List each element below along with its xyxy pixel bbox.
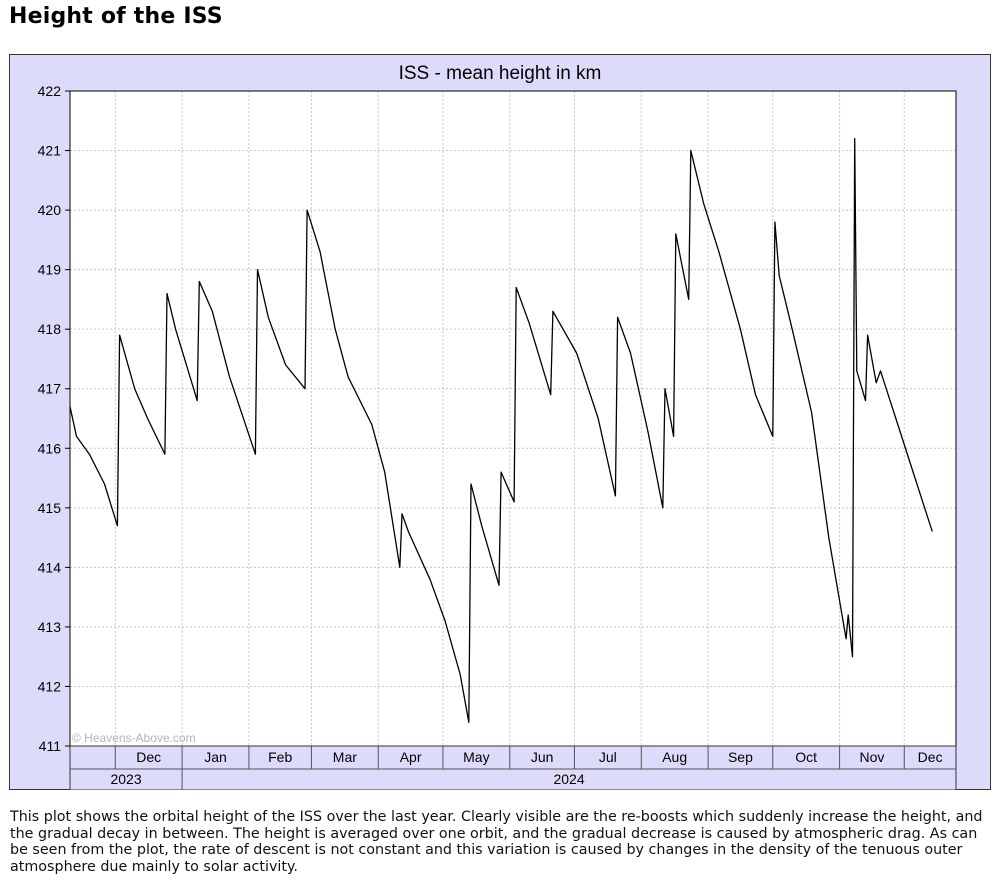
y-tick-label: 414 <box>38 559 62 575</box>
x-tick-label: Dec <box>136 749 161 765</box>
y-tick-label: 421 <box>38 143 62 159</box>
y-tick-label: 418 <box>38 321 62 337</box>
y-tick-label: 411 <box>39 738 62 754</box>
y-tick-label: 413 <box>38 619 62 635</box>
x-tick-label: Apr <box>400 749 422 765</box>
chart-svg: ISS - mean height in km © Heavens-Above.… <box>9 54 991 790</box>
x-tick-label: Nov <box>859 749 884 765</box>
year-label: 2024 <box>553 771 584 787</box>
year-label: 2023 <box>110 771 141 787</box>
x-tick-label: Aug <box>662 749 687 765</box>
series-layer <box>69 137 933 723</box>
grid-lines <box>70 91 956 746</box>
x-tick-label: Oct <box>795 749 817 765</box>
y-tick-label: 416 <box>38 440 62 456</box>
chart-title: ISS - mean height in km <box>399 63 602 84</box>
x-axis-band <box>69 745 957 790</box>
y-tick-label: 420 <box>38 202 62 218</box>
y-tick-label: 419 <box>38 262 62 278</box>
watermark: © Heavens-Above.com <box>72 731 196 745</box>
series-line <box>69 137 933 723</box>
x-axis: Dec Jan Feb Mar Apr May Jun Jul Aug Sep Oct Nov Dec 2… <box>69 745 957 790</box>
x-tick-label: Mar <box>333 749 357 765</box>
x-tick-label: Dec <box>918 749 943 765</box>
x-tick-label: Sep <box>728 749 753 765</box>
plot-area <box>70 91 956 746</box>
chart-frame: ISS - mean height in km © Heavens-Above.… <box>9 54 991 790</box>
y-axis: 411 412 413 414 415 416 417 418 419 420 421 422 <box>38 83 70 754</box>
chart-description: This plot shows the orbital height of th… <box>10 809 983 876</box>
y-tick-label: 412 <box>38 678 62 694</box>
page-title: Height of the ISS <box>9 4 223 29</box>
x-tick-label: Jul <box>599 749 617 765</box>
y-tick-label: 415 <box>38 500 62 516</box>
x-tick-label: May <box>463 749 489 765</box>
x-tick-label: Jun <box>531 749 554 765</box>
y-tick-label: 417 <box>38 381 62 397</box>
y-tick-label: 422 <box>38 83 62 99</box>
x-tick-label: Jan <box>204 749 227 765</box>
x-tick-label: Feb <box>268 749 292 765</box>
